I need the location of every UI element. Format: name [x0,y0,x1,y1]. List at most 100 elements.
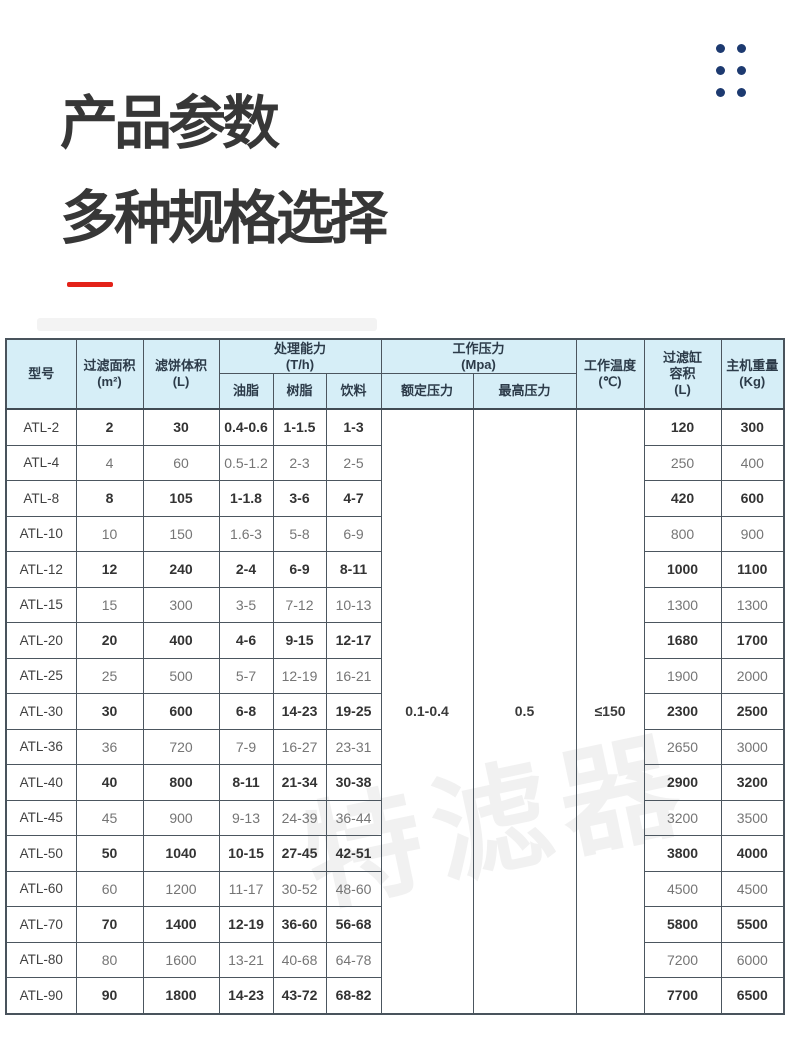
cell-tank-volume: 1680 [643,622,722,659]
cell-cake-volume: 900 [142,799,220,836]
cell-tank-volume: 800 [643,515,722,552]
cell-capacity-resin: 5-8 [272,515,327,552]
cell-capacity-beverage: 48-60 [325,870,382,907]
cell-capacity-resin: 40-68 [272,941,327,978]
cell-capacity-resin: 1-1.5 [272,408,327,446]
cell-capacity-beverage: 23-31 [325,728,382,765]
cell-cake-volume: 300 [142,586,220,623]
cell-capacity-resin: 24-39 [272,799,327,836]
cell-cake-volume: 240 [142,551,220,588]
table-row: ATL-25 25 500 5-7 12-19 16-21 1900 2000 [5,657,785,694]
cell-model: ATL-60 [5,870,77,907]
cell-model: ATL-50 [5,835,77,872]
cell-model: ATL-2 [5,408,77,446]
cell-filter-area: 4 [75,444,144,481]
spec-table-header: 型号 过滤面积 (m²) 滤饼体积 (L) 处理能力 (T/h) 工作压力 (M… [5,338,785,410]
dot-icon [716,66,725,75]
header-label: 主机重量 [726,358,779,373]
col-header-temperature: 工作温度 (℃) [575,338,645,410]
cell-model: ATL-25 [5,657,77,694]
watermark-strip [37,318,377,331]
cell-machine-weight: 3000 [720,728,785,765]
cell-cake-volume: 1800 [142,977,220,1014]
cell-cake-volume: 105 [142,480,220,517]
cell-tank-volume: 1900 [643,657,722,694]
cell-capacity-resin: 6-9 [272,551,327,588]
cell-machine-weight: 600 [720,480,785,517]
header-label: 容积 [669,366,696,381]
cell-filter-area: 15 [75,586,144,623]
col-header-filter-area: 过滤面积 (m²) [75,338,144,410]
title-accent-line [67,282,113,287]
dot-icon [737,44,746,53]
cell-capacity-beverage: 12-17 [325,622,382,659]
cell-capacity-resin: 16-27 [272,728,327,765]
cell-filter-area: 60 [75,870,144,907]
cell-model: ATL-80 [5,941,77,978]
cell-cake-volume: 1040 [142,835,220,872]
cell-cake-volume: 1200 [142,870,220,907]
cell-tank-volume: 420 [643,480,722,517]
cell-capacity-beverage: 10-13 [325,586,382,623]
cell-cake-volume: 600 [142,693,220,730]
cell-filter-area: 20 [75,622,144,659]
spec-table: 型号 过滤面积 (m²) 滤饼体积 (L) 处理能力 (T/h) 工作压力 (M… [5,338,786,1015]
header-unit: (L) [172,374,190,389]
cell-machine-weight: 2000 [720,657,785,694]
cell-max-pressure: 0.5 [472,408,577,1014]
cell-model: ATL-12 [5,551,77,588]
table-row: ATL-30 30 600 6-8 14-23 19-25 2300 2500 [5,693,785,730]
table-row: ATL-8 8 105 1-1.8 3-6 4-7 420 600 [5,480,785,517]
cell-tank-volume: 5800 [643,906,722,943]
cell-filter-area: 10 [75,515,144,552]
cell-model: ATL-36 [5,728,77,765]
cell-model: ATL-20 [5,622,77,659]
table-row: ATL-90 90 1800 14-23 43-72 68-82 7700 6500 [5,977,785,1014]
header-unit: (Kg) [739,374,766,389]
page-title-line2: 多种规格选择 [60,186,388,251]
cell-model: ATL-4 [5,444,77,481]
cell-filter-area: 8 [75,480,144,517]
cell-capacity-oil: 0.4-0.6 [218,408,274,446]
cell-model: ATL-8 [5,480,77,517]
cell-filter-area: 36 [75,728,144,765]
cell-capacity-oil: 6-8 [218,693,274,730]
cell-capacity-oil: 12-19 [218,906,274,943]
cell-rated-pressure: 0.1-0.4 [380,408,474,1014]
cell-capacity-resin: 2-3 [272,444,327,481]
cell-machine-weight: 6000 [720,941,785,978]
cell-filter-area: 30 [75,693,144,730]
col-header-cake-volume: 滤饼体积 (L) [142,338,220,410]
cell-cake-volume: 1600 [142,941,220,978]
cell-model: ATL-90 [5,977,77,1014]
cell-capacity-beverage: 56-68 [325,906,382,943]
cell-filter-area: 45 [75,799,144,836]
cell-cake-volume: 150 [142,515,220,552]
col-header-capacity: 处理能力 (T/h) [218,338,382,374]
cell-cake-volume: 60 [142,444,220,481]
cell-capacity-beverage: 6-9 [325,515,382,552]
cell-capacity-resin: 30-52 [272,870,327,907]
cell-machine-weight: 3200 [720,764,785,801]
cell-tank-volume: 4500 [643,870,722,907]
cell-filter-area: 50 [75,835,144,872]
cell-capacity-oil: 7-9 [218,728,274,765]
cell-capacity-beverage: 4-7 [325,480,382,517]
col-header-pressure: 工作压力 (Mpa) [380,338,577,374]
cell-capacity-oil: 10-15 [218,835,274,872]
cell-tank-volume: 250 [643,444,722,481]
cell-tank-volume: 2900 [643,764,722,801]
cell-machine-weight: 4500 [720,870,785,907]
header-label: 工作压力 [452,340,505,356]
cell-capacity-resin: 14-23 [272,693,327,730]
cell-capacity-beverage: 19-25 [325,693,382,730]
cell-capacity-beverage: 16-21 [325,657,382,694]
cell-filter-area: 2 [75,408,144,446]
cell-cake-volume: 720 [142,728,220,765]
header-label: 工作温度 [584,358,637,373]
cell-capacity-beverage: 42-51 [325,835,382,872]
table-row: ATL-45 45 900 9-13 24-39 36-44 3200 3500 [5,799,785,836]
cell-model: ATL-30 [5,693,77,730]
cell-tank-volume: 1000 [643,551,722,588]
cell-capacity-resin: 12-19 [272,657,327,694]
